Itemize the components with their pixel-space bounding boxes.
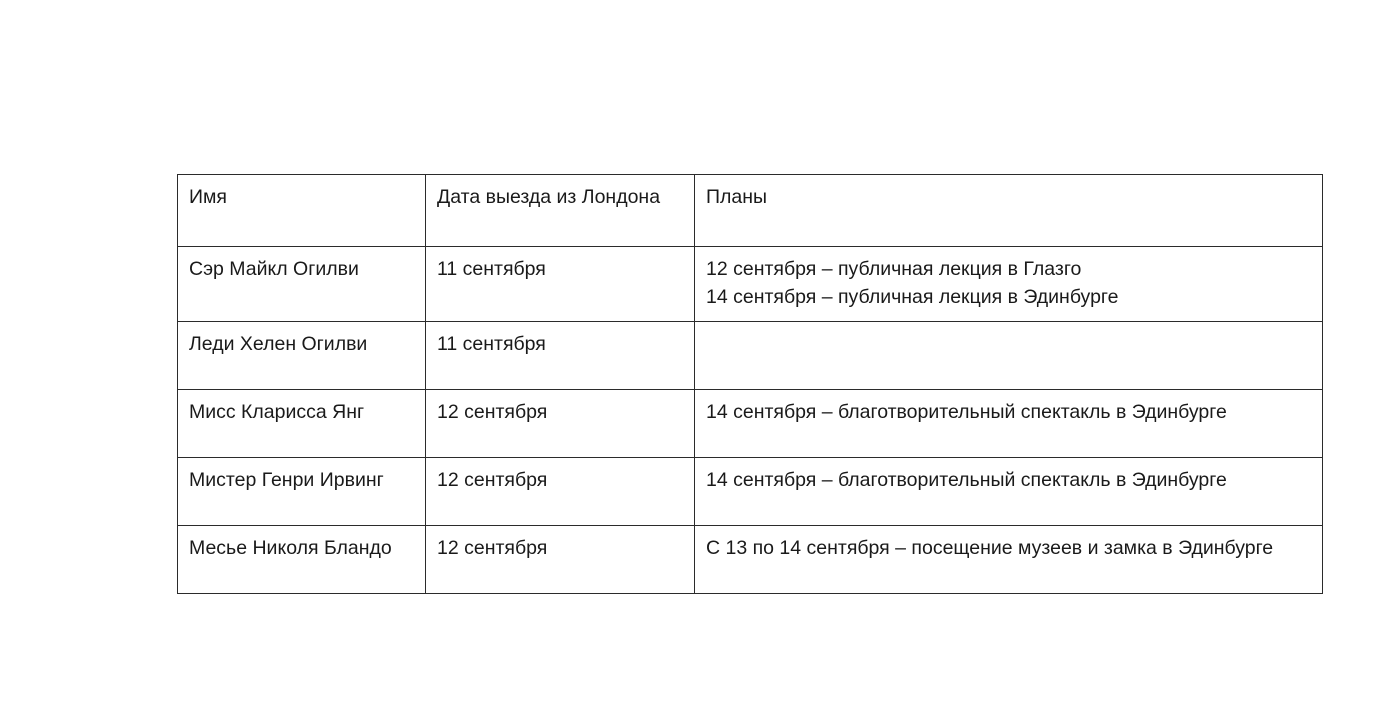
cell-date: 12 сентября xyxy=(425,457,695,527)
table-body: Имя Дата выезда из Лондона Планы Сэр Май… xyxy=(177,174,1323,595)
cell-name: Месье Николя Бландо xyxy=(177,525,426,595)
travel-schedule-table: Имя Дата выезда из Лондона Планы Сэр Май… xyxy=(177,174,1323,595)
cell-date: 11 сентября xyxy=(425,321,695,391)
cell-plans: 14 сентября – благотворительный спектакл… xyxy=(694,389,1323,459)
cell-plans: 14 сентября – благотворительный спектакл… xyxy=(694,457,1323,527)
cell-name: Мисс Кларисса Янг xyxy=(177,389,426,459)
cell-date: 12 сентября xyxy=(425,525,695,595)
table-header-row: Имя Дата выезда из Лондона Планы xyxy=(177,174,1323,247)
table-row: Мистер Генри Ирвинг 12 сентября 14 сентя… xyxy=(177,457,1323,527)
cell-name: Леди Хелен Огилви xyxy=(177,321,426,391)
cell-plans: С 13 по 14 сентября – посещение музеев и… xyxy=(694,525,1323,595)
cell-name: Сэр Майкл Огилви xyxy=(177,245,426,323)
plan-line: 14 сентября – публичная лекция в Эдинбур… xyxy=(706,285,1119,308)
column-header-date: Дата выезда из Лондона xyxy=(425,174,695,247)
table-row: Сэр Майкл Огилви 11 сентября 12 сентября… xyxy=(177,245,1323,323)
cell-date: 11 сентября xyxy=(425,245,695,323)
table-row: Мисс Кларисса Янг 12 сентября 14 сентябр… xyxy=(177,389,1323,459)
cell-plans xyxy=(694,321,1323,391)
plan-line: 12 сентября – публичная лекция в Глазго xyxy=(706,258,1082,280)
table-row: Леди Хелен Огилви 11 сентября xyxy=(177,321,1323,391)
cell-name: Мистер Генри Ирвинг xyxy=(177,457,426,527)
cell-plans: 12 сентября – публичная лекция в Глазго … xyxy=(694,245,1323,323)
plan-empty xyxy=(706,331,1311,332)
plan-line: 14 сентября – благотворительный спектакл… xyxy=(706,401,1227,424)
plan-line: 14 сентября – благотворительный спектакл… xyxy=(706,469,1227,492)
cell-date: 12 сентября xyxy=(425,389,695,459)
column-header-plans: Планы xyxy=(694,174,1323,247)
table-row: Месье Николя Бландо 12 сентября С 13 по … xyxy=(177,525,1323,595)
plan-line: С 13 по 14 сентября – посещение музеев и… xyxy=(706,537,1274,560)
column-header-name: Имя xyxy=(177,174,426,247)
